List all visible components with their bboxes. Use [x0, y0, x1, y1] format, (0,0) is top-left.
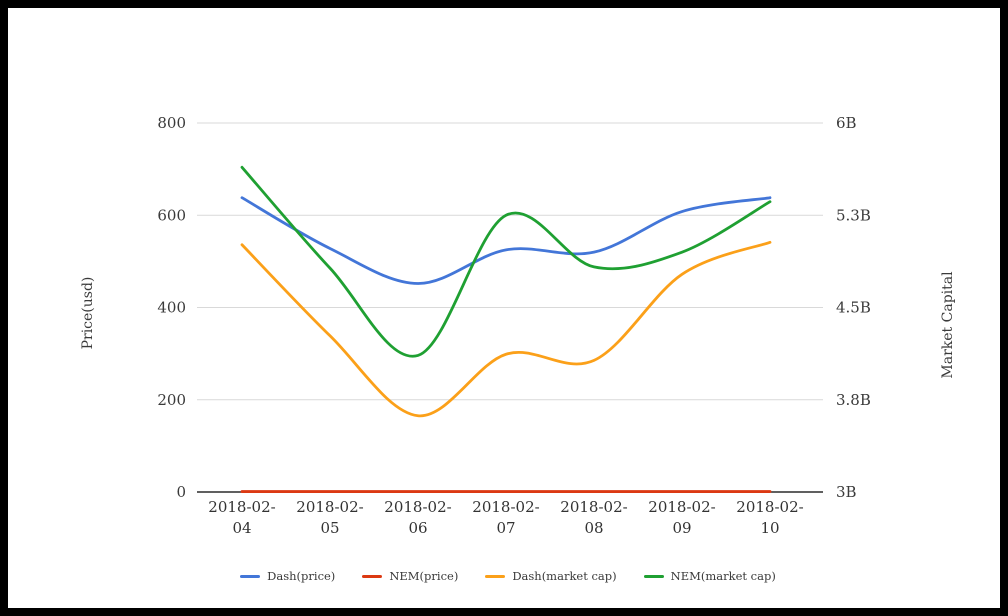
legend-item-dash-market-cap[interactable]: Dash(market cap): [485, 569, 617, 583]
right-axis-tick-label: 3.8B: [836, 391, 871, 409]
left-axis-tick-label: 400: [157, 299, 186, 317]
left-axis-tick-label: 800: [157, 114, 186, 132]
x-axis-tick-label-line2: 05: [320, 519, 339, 537]
x-axis-tick-label-line2: 10: [760, 519, 779, 537]
legend-item-dash-price[interactable]: Dash(price): [240, 569, 335, 583]
series-line-dash-market-cap[interactable]: [240, 240, 772, 418]
right-axis-tick-label: 6B: [836, 114, 857, 132]
right-axis-tick-label: 5.3B: [836, 206, 871, 224]
legend-item-nem-market-cap[interactable]: NEM(market cap): [643, 569, 776, 583]
left-axis-tick-label: 0: [176, 483, 186, 501]
legend-item-nem-price[interactable]: NEM(price): [362, 569, 458, 583]
legend-swatch-icon: [485, 574, 506, 578]
x-axis-tick-label-line1: 2018-02-: [296, 498, 363, 516]
legend-swatch-icon: [362, 574, 383, 578]
left-axis-tick-label: 200: [157, 391, 186, 409]
legend-swatch-icon: [643, 574, 664, 578]
dual-axis-line-chart[interactable]: 0 200 400 600 800 3B 3.8B 4.5B 5.3B 6B 2018-02- 04 2…: [8, 8, 1000, 608]
x-axis-tick-label-line1: 2018-02-: [472, 498, 539, 516]
legend-label: Dash(price): [267, 569, 336, 583]
series-line-nem-market-cap[interactable]: [240, 165, 772, 358]
right-axis-tick-label: 3B: [836, 483, 857, 501]
legend-label: Dash(market cap): [512, 569, 617, 583]
x-axis-tick-label-line2: 08: [584, 519, 603, 537]
chart-legend: Dash(price) NEM(price) Dash(market cap) NEM…: [158, 566, 858, 586]
x-axis-tick-label-line2: 04: [232, 519, 251, 537]
x-axis-tick-label-line2: 07: [496, 519, 515, 537]
legend-swatch-icon: [240, 574, 261, 578]
left-axis-tick-label: 600: [157, 206, 186, 224]
x-axis-tick-label-line1: 2018-02-: [208, 498, 275, 516]
right-axis-title: Market Capital: [940, 271, 956, 379]
x-axis-tick-label-line1: 2018-02-: [736, 498, 803, 516]
x-axis-tick-label-line1: 2018-02-: [560, 498, 627, 516]
x-axis-tick-label-line1: 2018-02-: [384, 498, 451, 516]
x-axis-tick-label-line1: 2018-02-: [648, 498, 715, 516]
left-axis-title: Price(usd): [80, 276, 96, 350]
x-axis-tick-label-line2: 09: [672, 519, 691, 537]
legend-label: NEM(market cap): [670, 569, 776, 583]
x-axis-tick-label-line2: 06: [408, 519, 427, 537]
legend-label: NEM(price): [389, 569, 459, 583]
series-line-dash-price[interactable]: [240, 196, 772, 285]
right-axis-tick-label: 4.5B: [836, 299, 871, 317]
